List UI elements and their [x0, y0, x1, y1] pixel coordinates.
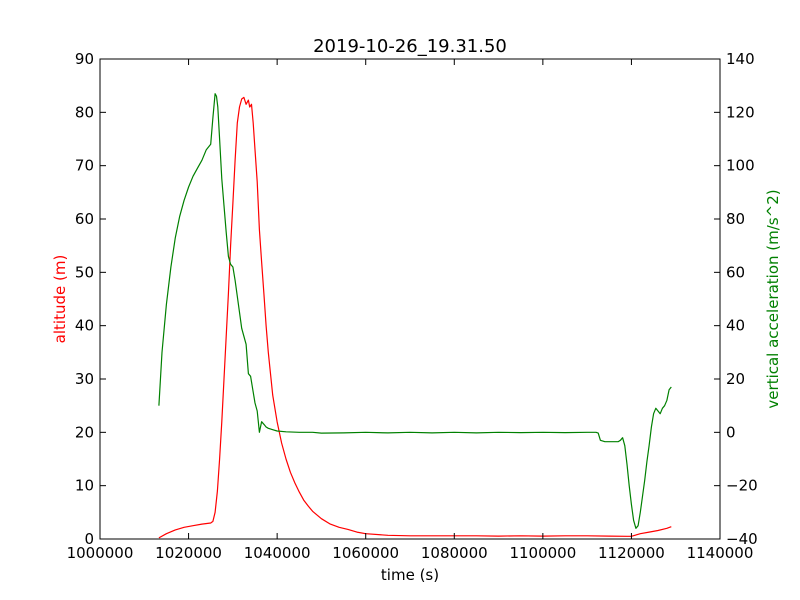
y-right-tick-label: 60 [726, 263, 745, 281]
y-axis-left: 0 10 20 30 40 50 60 70 80 90 [75, 50, 106, 548]
x-tick-label: 1120000 [598, 544, 665, 562]
x-tick-label: 1060000 [332, 544, 399, 562]
y-right-tick-label: 120 [726, 103, 755, 121]
x-axis: 1000000 1020000 1040000 1060000 1080000 11000… [67, 59, 754, 562]
y-right-tick-label: 20 [726, 370, 745, 388]
y-left-tick-label: 60 [75, 210, 94, 228]
y-right-tick-label: 140 [726, 50, 755, 68]
y-left-tick-label: 10 [75, 477, 94, 495]
y-left-tick-label: 0 [84, 530, 94, 548]
x-axis-label: time (s) [381, 566, 439, 584]
y-axis-right: −40 −20 0 20 40 60 80 100 120 140 [714, 50, 758, 548]
y-left-tick-label: 40 [75, 317, 94, 335]
plot-frame [99, 58, 721, 540]
y-left-tick-label: 90 [75, 50, 94, 68]
x-tick-label: 1040000 [244, 544, 311, 562]
x-tick-label: 1020000 [155, 544, 222, 562]
y-left-tick-label: 20 [75, 423, 94, 441]
chart-title: 2019-10-26_19.31.50 [313, 36, 507, 57]
y-right-tick-label: −20 [726, 477, 758, 495]
y-left-tick-label: 70 [75, 157, 94, 175]
x-tick-label: 1080000 [421, 544, 488, 562]
series-line-acceleration [158, 93, 672, 529]
x-tick-label: 1100000 [509, 544, 576, 562]
series-layer [158, 93, 672, 539]
y-left-tick-label: 30 [75, 370, 94, 388]
y-right-tick-label: 80 [726, 210, 745, 228]
y-left-tick-label: 80 [75, 103, 94, 121]
y-left-tick-label: 50 [75, 263, 94, 281]
y-right-tick-label: 40 [726, 317, 745, 335]
y-axis-left-label: altitude (m) [51, 255, 69, 344]
x-tick-label: 1000000 [67, 544, 134, 562]
series-line-altitude [158, 96, 672, 539]
y-right-tick-label: −40 [726, 530, 758, 548]
x-tick-label: 1140000 [687, 544, 754, 562]
y-axis-right-label: vertical acceleration (m/s^2) [764, 189, 782, 408]
y-right-tick-label: 0 [726, 423, 736, 441]
y-right-tick-label: 100 [726, 157, 755, 175]
